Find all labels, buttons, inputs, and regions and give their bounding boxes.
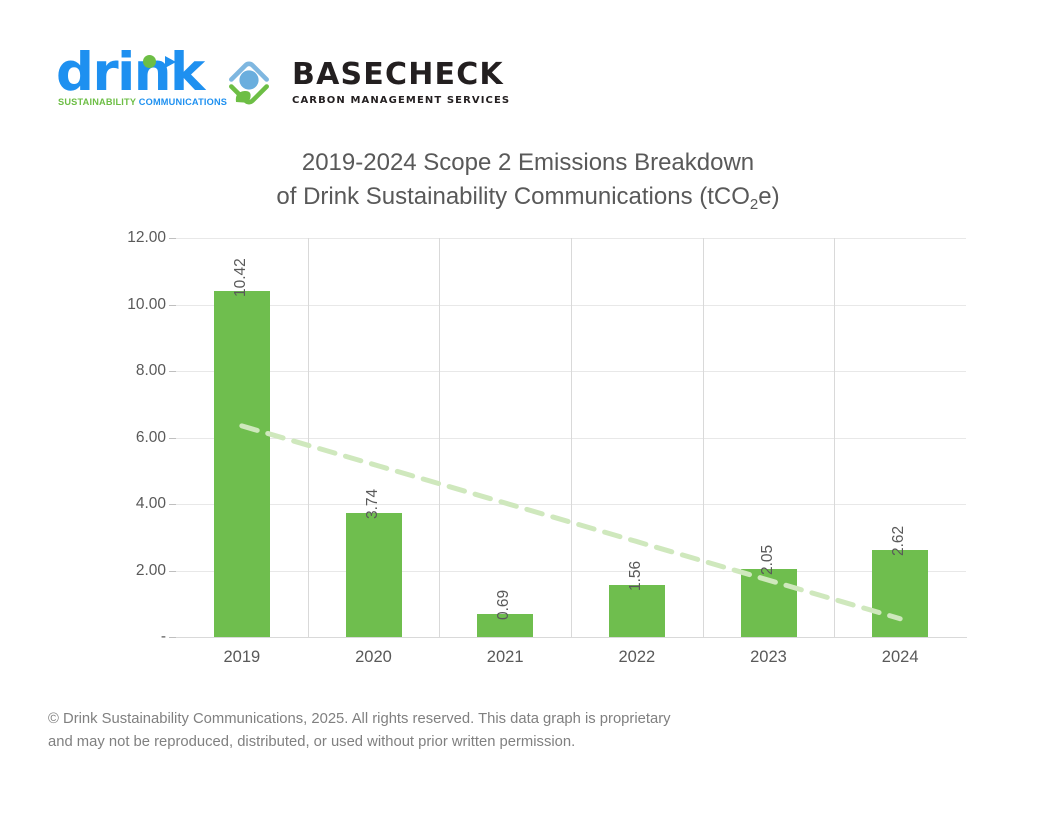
bar-value-label: 2.05 <box>758 544 776 575</box>
x-axis-label-2019: 2019 <box>223 648 261 666</box>
drink-wordmark: drink <box>56 42 205 103</box>
copyright-line-1: © Drink Sustainability Communications, 2… <box>48 711 671 727</box>
bar-value-label: 2.62 <box>890 525 908 556</box>
basecheck-name: BASECHECK <box>292 57 504 92</box>
y-axis-tick-label: 2.00 <box>135 561 166 579</box>
y-axis-labels: - 2.00 4.00 6.00 8.00 10.00 12.00 <box>104 229 166 645</box>
x-axis-label-2022: 2022 <box>618 648 656 666</box>
logo-bar: drink SUSTAINABILITY COMMUNICATIONS BASE… <box>56 46 511 118</box>
y-axis-tick <box>169 570 176 572</box>
bar-value-label: 1.56 <box>626 560 644 592</box>
chart-title-line2-suffix: e) <box>758 183 780 210</box>
x-axis-label-2024: 2024 <box>881 648 919 666</box>
copyright-footer: © Drink Sustainability Communications, 2… <box>48 708 848 754</box>
bar-2022[interactable] <box>608 585 665 637</box>
y-axis-tick-label: 4.00 <box>135 495 166 512</box>
y-axis-tick <box>169 371 176 372</box>
x-axis-baseline <box>170 637 967 638</box>
copyright-line-2: and may not be reproduced, distributed, … <box>48 734 576 750</box>
category-separator <box>571 238 572 637</box>
plot-area: 10.42 3.74 0.69 1.56 2.05 2.62 <box>169 238 967 638</box>
bar-2023[interactable] <box>740 568 797 637</box>
y-axis-tick-label: 8.00 <box>135 362 166 379</box>
bar-value-label: 0.69 <box>495 589 513 621</box>
drink-tagline: SUSTAINABILITY COMMUNICATIONS <box>58 97 227 107</box>
y-axis-tick-label: - <box>160 628 166 645</box>
drink-i-dot-icon <box>143 55 156 68</box>
y-axis-tick <box>169 304 176 306</box>
x-axis-label-2021: 2021 <box>486 648 524 666</box>
basecheck-mark-icon <box>218 52 280 114</box>
y-axis-tick-label: 10.00 <box>127 295 166 313</box>
category-separator <box>307 238 309 637</box>
chart-title-line2: of Drink Sustainability Communications (… <box>0 180 1056 217</box>
basecheck-tagline: CARBON MANAGEMENT SERVICES <box>292 95 511 106</box>
bar-2020[interactable] <box>345 512 402 637</box>
bar-value-label: 3.74 <box>363 488 381 519</box>
chart-title-line2-prefix: of Drink Sustainability Communications (… <box>276 183 750 210</box>
category-separator <box>439 238 441 637</box>
category-separator <box>702 238 704 637</box>
drink-play-triangle-icon <box>165 56 176 68</box>
bar-2024[interactable] <box>872 549 929 637</box>
y-axis-tick <box>169 637 176 638</box>
chart-title: 2019-2024 Scope 2 Emissions Breakdown of… <box>0 146 1056 217</box>
y-axis-tick <box>169 437 176 439</box>
x-axis-label-2023: 2023 <box>750 648 787 666</box>
category-separator <box>834 238 836 637</box>
y-axis-tick-label: 12.00 <box>127 229 166 246</box>
y-axis-tick <box>169 504 176 505</box>
x-axis-label-2020: 2020 <box>355 648 392 666</box>
chart-title-subscript: 2 <box>749 196 759 213</box>
bar-value-label: 10.42 <box>231 257 249 297</box>
basecheck-logotype: BASECHECK CARBON MANAGEMENT SERVICES <box>292 57 511 107</box>
bar-2019[interactable] <box>213 290 270 637</box>
y-axis-tick <box>169 238 176 239</box>
drink-logo: drink SUSTAINABILITY COMMUNICATIONS <box>56 46 227 116</box>
chart-title-line1: 2019-2024 Scope 2 Emissions Breakdown <box>301 149 755 176</box>
drink-tagline-communications: COMMUNICATIONS <box>136 97 228 107</box>
drink-tagline-sustainability: SUSTAINABILITY <box>58 97 137 107</box>
y-axis-tick-label: 6.00 <box>135 428 166 446</box>
